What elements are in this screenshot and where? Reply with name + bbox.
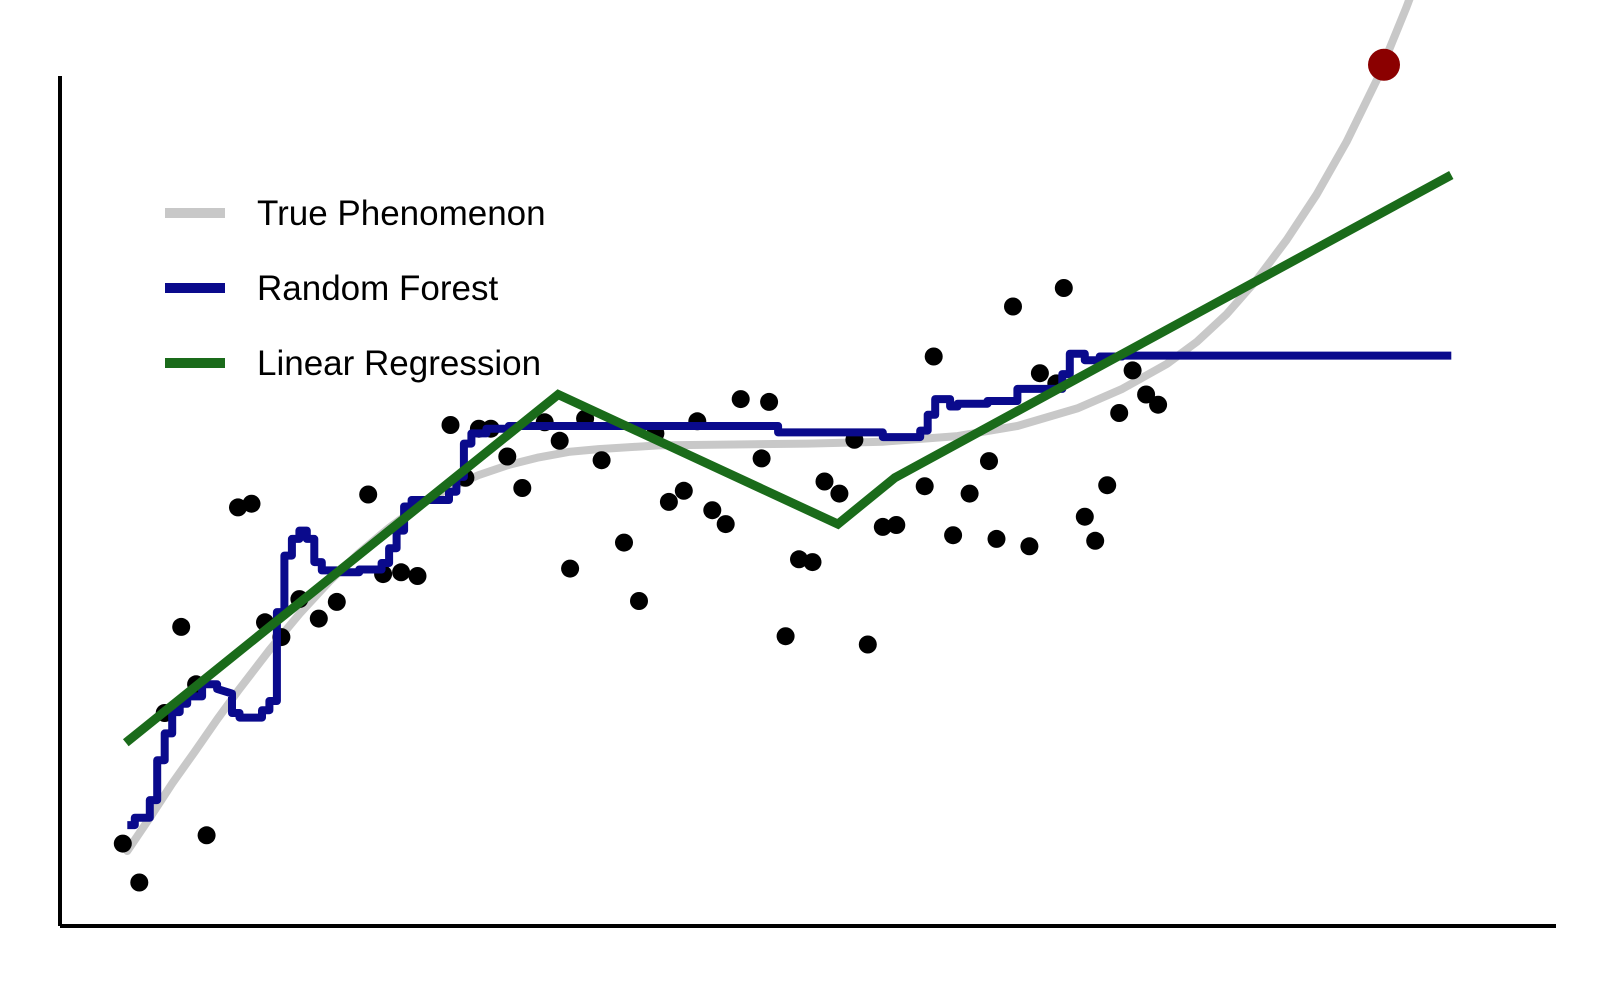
observation-point — [960, 484, 979, 503]
observation-point — [987, 529, 1006, 548]
legend-label-true-phenomenon: True Phenomenon — [257, 194, 546, 233]
observation-point — [1110, 404, 1129, 422]
observation-point — [873, 517, 892, 536]
observation-point — [674, 481, 693, 500]
observation-point — [392, 563, 411, 582]
observation-point — [359, 485, 378, 504]
observation-point — [703, 501, 722, 520]
legend-label-random-forest: Random Forest — [257, 269, 498, 308]
true-phenomenon-line — [123, 0, 1414, 855]
linear-regression-line — [122, 171, 1454, 747]
observation-point — [242, 494, 261, 513]
observation-point — [1137, 385, 1156, 404]
observation-point — [408, 567, 427, 585]
observation-point — [1004, 297, 1022, 316]
observation-point — [229, 498, 247, 517]
observation-point — [172, 617, 191, 636]
observation-point — [924, 347, 943, 366]
observation-point — [915, 477, 934, 496]
plot-layer — [113, 0, 1454, 892]
observation-point — [327, 592, 346, 611]
observation-point — [716, 515, 735, 534]
observation-point — [1149, 395, 1168, 414]
observation-point — [760, 392, 779, 411]
observation-point — [830, 484, 849, 503]
observation-point — [776, 627, 795, 646]
highlight-point — [1368, 48, 1400, 81]
observation-point — [752, 449, 771, 468]
legend: True Phenomenon Random Forest Linear Reg… — [165, 194, 546, 383]
observation-point — [887, 516, 906, 534]
observation-point — [1030, 364, 1049, 383]
observation-point — [441, 416, 460, 434]
observation-point — [630, 592, 648, 610]
observation-point — [561, 559, 580, 578]
observation-point — [1086, 531, 1105, 550]
observation-point — [1054, 279, 1073, 297]
observation-point — [731, 390, 750, 409]
observation-point — [130, 873, 149, 892]
observation-point — [592, 451, 611, 470]
legend-label-linear-regression: Linear Regression — [257, 344, 541, 383]
observation-point — [858, 635, 877, 654]
observation-point — [944, 526, 963, 545]
observation-point — [498, 447, 517, 466]
observation-point — [1020, 537, 1039, 556]
observation-point — [1123, 361, 1142, 380]
observation-point — [513, 479, 532, 497]
observation-point — [550, 431, 569, 450]
observation-point — [790, 550, 808, 569]
observation-point — [197, 826, 216, 845]
observation-point — [113, 834, 132, 853]
observation-point — [615, 533, 633, 552]
observation-point — [659, 492, 678, 511]
observation-point — [815, 472, 834, 491]
observation-point — [980, 452, 998, 471]
observation-point — [309, 609, 328, 628]
observation-point — [1075, 507, 1094, 526]
observation-point — [803, 553, 822, 572]
observation-point — [1098, 476, 1117, 495]
